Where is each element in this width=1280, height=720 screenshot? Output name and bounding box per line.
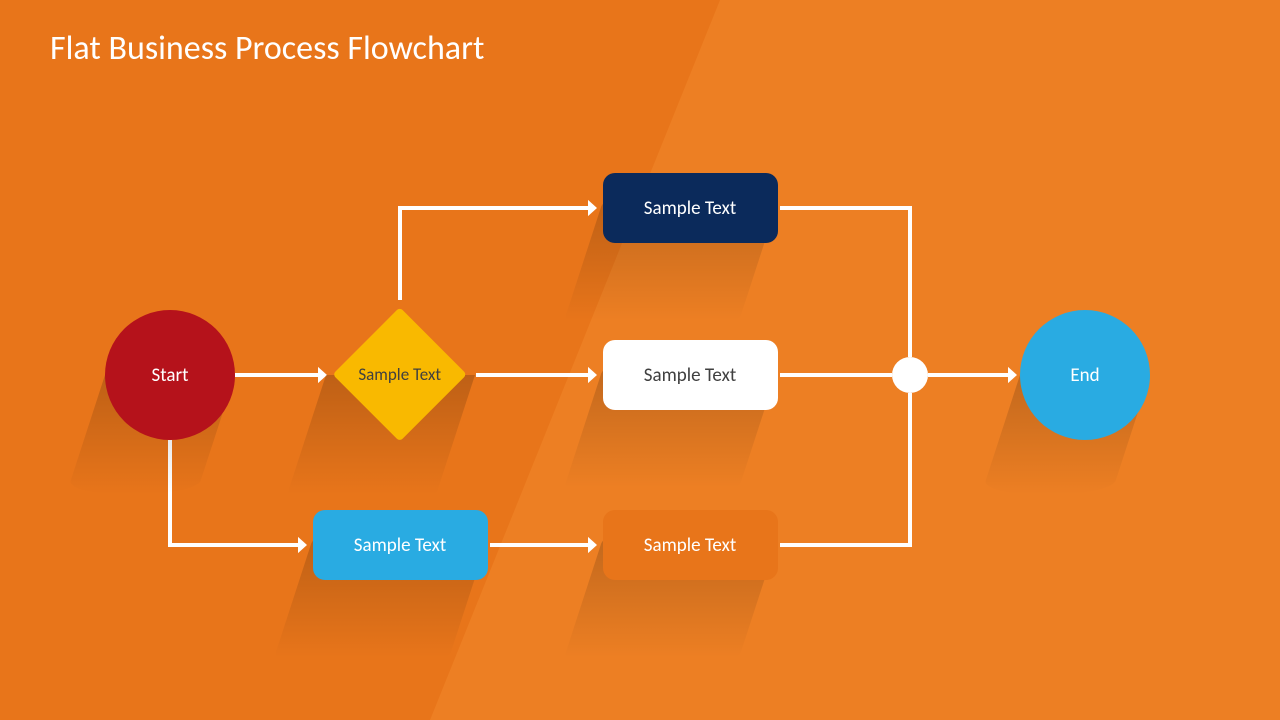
node-proc_top: Sample Text [603,173,778,243]
node-label-proc_mid: Sample Text [644,364,737,387]
node-label-proc_br: Sample Text [644,534,737,557]
node-end: End [1020,310,1150,440]
node-label-proc_bl: Sample Text [354,534,447,557]
page-title: Flat Business Process Flowchart [50,28,484,69]
arrowhead-start-proc_bl [298,537,307,553]
arrowhead-merge-end [1008,367,1017,383]
node-proc_mid: Sample Text [603,340,778,410]
edge-proc_top-merge [780,208,910,357]
edge-start-proc_bl [170,440,298,545]
node-proc_br: Sample Text [603,510,778,580]
node-label-decision: Sample Text [359,365,442,385]
arrowhead-proc_bl-proc_br [588,537,597,553]
flowchart-slide: Flat Business Process Flowchart Start Sam… [0,0,1280,720]
edge-proc_br-merge [780,393,910,545]
node-label-proc_top: Sample Text [644,197,737,220]
arrowhead-decision-proc_mid [588,367,597,383]
node-start: Start [105,310,235,440]
node-label-start: Start [152,364,189,387]
edge-decision-proc_top [400,208,588,300]
node-label-end: End [1070,364,1099,387]
node-decision: Sample Text [332,307,467,442]
node-proc_bl: Sample Text [313,510,488,580]
arrowhead-decision-proc_top [588,200,597,216]
node-merge [892,357,928,393]
arrowhead-start-decision [318,367,327,383]
